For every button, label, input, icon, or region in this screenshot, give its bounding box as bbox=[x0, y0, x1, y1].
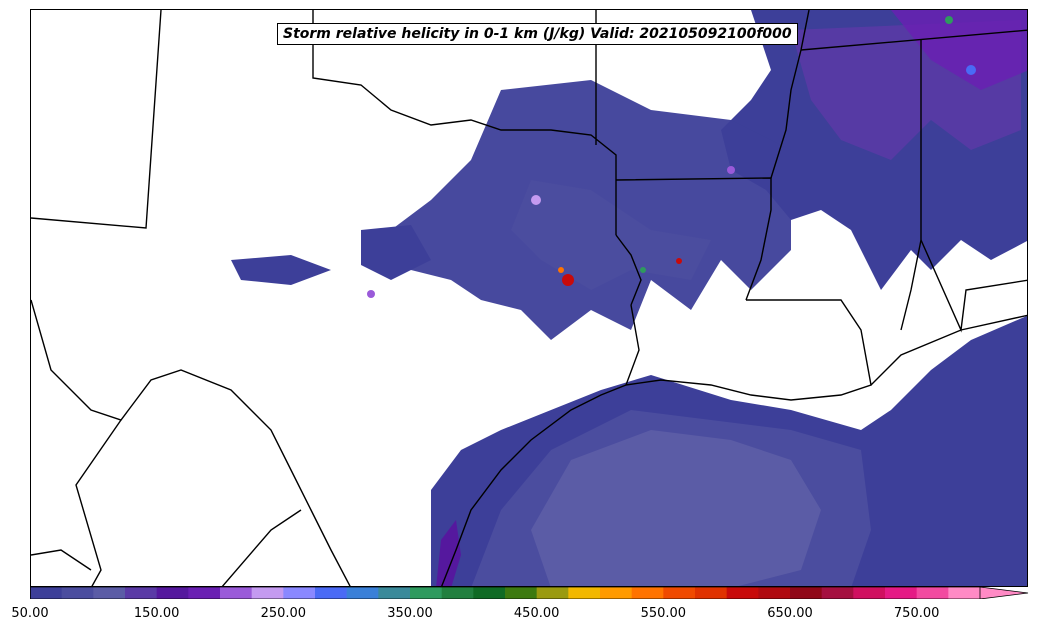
helicity-region-gulf-core bbox=[531, 430, 821, 586]
colorbar-segment bbox=[663, 587, 696, 599]
colorbar-tick-label: 150.00 bbox=[133, 606, 180, 621]
colorbar-segment bbox=[315, 587, 348, 599]
helicity-region-west2 bbox=[361, 225, 431, 280]
helicity-hotspot-red2 bbox=[676, 258, 682, 264]
colorbar-segment bbox=[283, 587, 316, 599]
helicity-hotspot-blue bbox=[966, 65, 976, 75]
coastline-gulf-east bbox=[870, 314, 1027, 386]
helicity-field bbox=[231, 10, 1027, 586]
colorbar-segment bbox=[916, 587, 949, 599]
helicity-hotspot-green2 bbox=[945, 16, 953, 24]
helicity-region-gulf-purple bbox=[436, 520, 461, 586]
colorbar-segment bbox=[695, 587, 728, 599]
colorbar-tick-label: 650.00 bbox=[767, 606, 813, 621]
colorbar-segment bbox=[631, 587, 664, 599]
colorbar-segment bbox=[473, 587, 506, 599]
state-border-tennessee bbox=[800, 29, 1027, 51]
state-border-arkansas bbox=[615, 177, 772, 306]
colorbar-tick-label: 750.00 bbox=[893, 606, 940, 621]
colorbar-extend-arrow bbox=[979, 587, 1029, 599]
colorbar-segment bbox=[125, 587, 158, 599]
colorbar-segment bbox=[93, 587, 126, 599]
colorbar-segment bbox=[568, 587, 601, 599]
colorbar-segment bbox=[948, 587, 981, 599]
colorbar-tick-label: 550.00 bbox=[640, 606, 687, 621]
state-border-mississippi bbox=[770, 10, 922, 331]
colorbar-segment bbox=[821, 587, 854, 599]
helicity-region-northeast-core bbox=[891, 10, 1027, 90]
map-panel: Storm relative helicity in 0-1 km (J/kg)… bbox=[30, 9, 1028, 587]
colorbar-segment bbox=[790, 587, 823, 599]
colorbar-segment bbox=[188, 587, 221, 599]
colorbar-segment bbox=[726, 587, 759, 599]
colorbar-segment bbox=[600, 587, 633, 599]
colorbar-segment bbox=[346, 587, 379, 599]
colorbar-tick-label: 250.00 bbox=[260, 606, 307, 621]
helicity-hotspot-lilac2 bbox=[727, 166, 735, 174]
helicity-hotspot-red bbox=[562, 274, 574, 286]
colorbar-tick-label: 350.00 bbox=[387, 606, 433, 621]
border-mexico-states bbox=[31, 419, 302, 586]
colorbar-segment bbox=[156, 587, 189, 599]
coastline-texas bbox=[441, 384, 627, 586]
colorbar-segment bbox=[30, 587, 63, 599]
helicity-hotspot-orange bbox=[558, 267, 564, 273]
map-canvas bbox=[31, 10, 1027, 586]
colorbar-segment bbox=[758, 587, 791, 599]
colorbar-segment bbox=[885, 587, 918, 599]
colorbar bbox=[30, 587, 1029, 599]
helicity-hotspot-green bbox=[640, 267, 646, 273]
colorbar-tick-label: 450.00 bbox=[513, 606, 560, 621]
map-title: Storm relative helicity in 0-1 km (J/kg)… bbox=[277, 23, 798, 45]
colorbar-segment bbox=[251, 587, 284, 599]
state-border-alabama bbox=[920, 239, 1027, 333]
border-texas-mexico bbox=[31, 299, 351, 586]
colorbar-segment bbox=[536, 587, 569, 599]
state-border-louisiana bbox=[624, 299, 872, 401]
colorbar-segment bbox=[220, 587, 253, 599]
colorbar-segment bbox=[378, 587, 411, 599]
helicity-hotspot-small bbox=[367, 290, 375, 298]
colorbar-segment bbox=[853, 587, 886, 599]
colorbar-segment bbox=[61, 587, 94, 599]
helicity-hotspot-lilac bbox=[531, 195, 541, 205]
colorbar-segment bbox=[505, 587, 538, 599]
colorbar-segment bbox=[441, 587, 474, 599]
helicity-region-west bbox=[231, 255, 331, 285]
helicity-region-central-inner bbox=[511, 180, 711, 290]
colorbar-tick-label: 50.00 bbox=[11, 606, 49, 621]
colorbar-segment bbox=[410, 587, 443, 599]
